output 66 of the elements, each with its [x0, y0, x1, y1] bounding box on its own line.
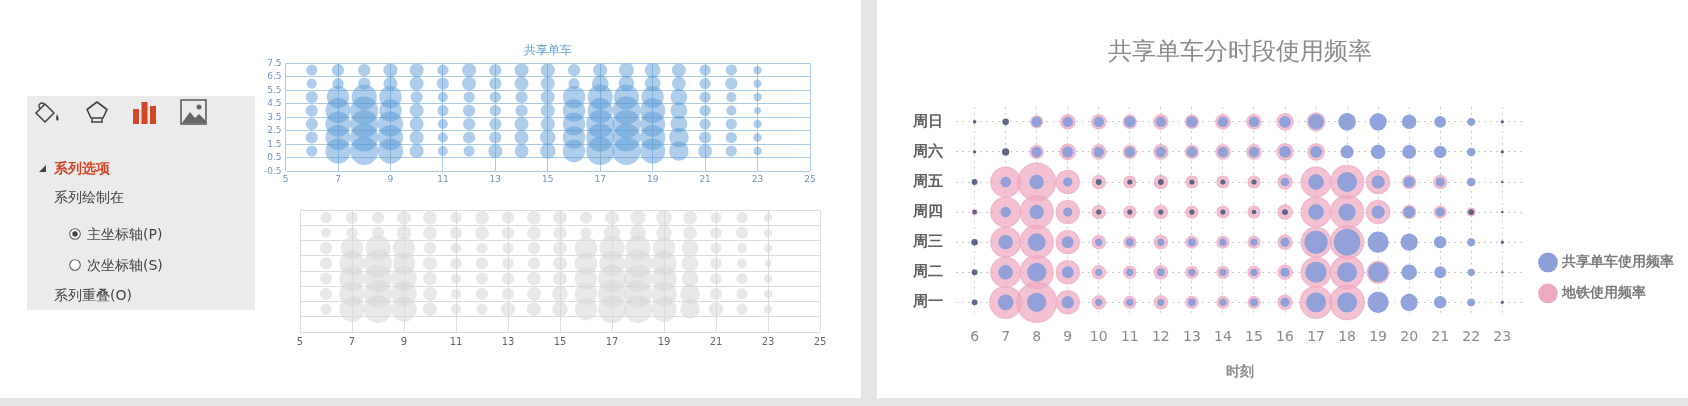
- x-tick-label: 19: [646, 173, 659, 184]
- x-tick-label: 16: [1276, 328, 1294, 345]
- x-tick-label: 18: [1338, 328, 1356, 345]
- x-tick-label: 14: [1214, 328, 1232, 345]
- x-tick-label: 19: [657, 335, 671, 347]
- x-tick-label: 15: [553, 335, 567, 347]
- x-tick-label: 22: [1462, 328, 1481, 345]
- x-tick-label: 9: [387, 173, 394, 184]
- x-tick-label: 13: [501, 335, 515, 347]
- x-tick-label: 6: [970, 328, 980, 345]
- text: 系列重叠(O): [54, 286, 132, 304]
- y-tick-label: 周二: [912, 262, 943, 281]
- x-tick-label: 7: [348, 335, 356, 347]
- x-axis-title: 时刻: [1226, 363, 1254, 380]
- y-tick-label: 0.5: [267, 152, 282, 163]
- y-tick-label: 周三: [912, 232, 943, 251]
- x-tick-label: 13: [489, 173, 502, 184]
- x-tick-label: 8: [1032, 328, 1042, 345]
- y-tick-label: -0.5: [264, 165, 282, 176]
- x-tick-label: 11: [437, 173, 449, 184]
- x-tick-label: 5: [296, 335, 304, 347]
- x-tick-label: 19: [1369, 328, 1388, 345]
- y-tick-label: 4.5: [267, 98, 282, 109]
- x-tick-label: 25: [804, 173, 816, 184]
- x-tick-label: 10: [1089, 328, 1108, 345]
- legend-label: 地铁使用频率: [1561, 284, 1646, 301]
- y-tick-label: 1.5: [267, 138, 282, 149]
- y-tick-label: 周五: [912, 171, 943, 190]
- x-tick-label: 17: [1307, 328, 1325, 345]
- x-tick-label: 21: [699, 173, 711, 184]
- x-tick-label: 9: [400, 335, 408, 347]
- text: 主坐标轴(P): [87, 225, 163, 243]
- x-tick-label: 7: [335, 173, 341, 184]
- y-tick-label: 5.5: [267, 84, 282, 95]
- y-tick-label: 3.5: [267, 111, 282, 122]
- y-tick-label: 周四: [912, 201, 943, 220]
- text: 系列绘制在: [54, 188, 124, 206]
- x-tick-label: 7: [1001, 328, 1011, 345]
- x-tick-label: 13: [1182, 328, 1201, 345]
- y-tick-label: 7.5: [267, 57, 282, 68]
- x-tick-label: 11: [1120, 328, 1139, 345]
- y-tick-label: 周六: [912, 141, 943, 160]
- x-tick-label: 20: [1400, 328, 1419, 345]
- y-tick-label: 6.5: [267, 71, 282, 82]
- text: 次坐标轴(S): [87, 256, 163, 274]
- x-tick-label: 9: [1063, 328, 1073, 345]
- x-tick-label: 15: [542, 173, 554, 184]
- y-tick-label: 周一: [912, 292, 943, 311]
- y-tick-label: 2.5: [267, 125, 282, 136]
- chart-title: 共享单车: [523, 43, 572, 58]
- x-tick-label: 23: [1493, 328, 1512, 345]
- legend-label: 共享单车使用频率: [1561, 253, 1674, 270]
- x-tick-label: 11: [449, 335, 463, 347]
- x-tick-label: 15: [1245, 328, 1263, 345]
- text: 系列选项: [54, 159, 110, 177]
- x-tick-label: 5: [282, 173, 289, 184]
- y-tick-label: 周日: [912, 111, 943, 130]
- x-tick-label: 21: [1431, 328, 1450, 345]
- x-tick-label: 21: [709, 335, 723, 347]
- x-tick-label: 23: [751, 173, 764, 184]
- x-tick-label: 12: [1151, 328, 1170, 345]
- x-tick-label: 17: [594, 173, 606, 184]
- chart-title: 共享单车分时段使用频率: [1108, 36, 1372, 65]
- x-tick-label: 17: [605, 335, 619, 347]
- x-tick-label: 25: [813, 335, 827, 347]
- x-tick-label: 23: [761, 335, 775, 347]
